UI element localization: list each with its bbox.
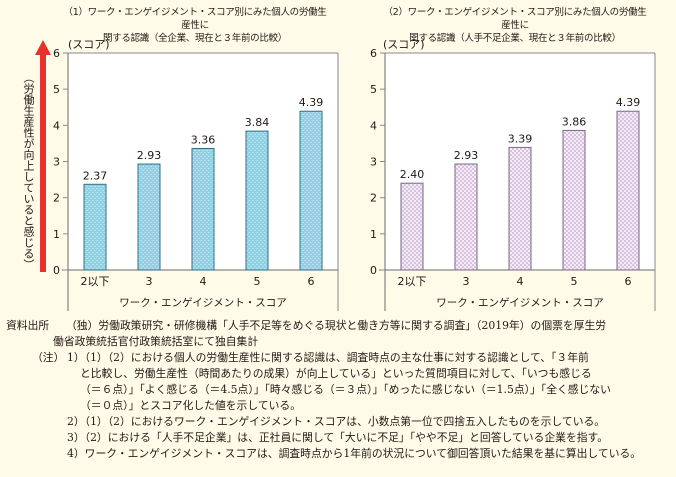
y-tick-label: 1	[53, 228, 60, 241]
x-tick-label: 2以下	[398, 275, 427, 288]
chart-2-title-line-1: （2）ワーク・エンゲイジメント・スコア別にみた個人の労働生産性に	[383, 7, 647, 31]
bar-6	[299, 110, 323, 271]
y-tick-label: 0	[53, 264, 60, 277]
x-tick-label: 6	[625, 275, 632, 288]
x-axis-title: ワーク・エンゲイジメント・スコア	[436, 297, 604, 309]
bar-5	[562, 129, 586, 271]
up-arrow-icon	[35, 40, 51, 272]
x-tick-label: 4	[517, 275, 524, 288]
chart-2: 0 1 2 3 4 5 6 2.40 2以下 2.93 3 3.39 4 3.86 5 4.39 6 ワーク・エン…	[370, 47, 656, 311]
bar-3	[137, 163, 161, 271]
data-label: 2.40	[400, 168, 425, 181]
chart-1-title: （1）ワーク・エンゲイジメント・スコア別にみた個人の労働生産性に 関する認識（全…	[60, 6, 330, 45]
chart-1-title-line-1: （1）ワーク・エンゲイジメント・スコア別にみた個人の労働生産性に	[63, 7, 327, 31]
y-tick-label: 2	[370, 192, 377, 205]
note-line-3: （＝６点）」「よく感じる（＝4.5点）」「時々感じる（＝３点）」「めったに感じな…	[80, 383, 611, 396]
chart-1: 0 1 2 3 4 5 6 2.37 2以下 2.93 3 3.36 4 3.84 5 4.39 6 ワーク・エン…	[53, 47, 339, 311]
chart-2-y-unit: (スコア)	[383, 38, 425, 51]
chart-1-title-line-2: 関する認識（全企業、現在と３年前の比較）	[102, 33, 287, 44]
data-label: 2.93	[137, 149, 162, 162]
x-tick-label: 5	[571, 275, 578, 288]
charts-svg: 0 1 2 3 4 5 6 2.37 2以下 2.93 3 3.36 4 3.84 5 4.39 6 ワーク・エン…	[35, 40, 656, 311]
data-label: 3.86	[562, 115, 587, 128]
source-line-1: （独）労働政策研究・研修機構「人手不足等をめぐる現状と働き方等に関する調査」（2…	[66, 319, 607, 332]
note-label: （注）	[32, 351, 65, 364]
y-tick-label: 3	[53, 156, 60, 169]
x-tick-label: 4	[200, 275, 207, 288]
data-label: 2.93	[454, 149, 479, 162]
y-tick-label: 5	[370, 83, 377, 96]
note-line-5: 2）（1）（2）におけるワーク・エンゲイジメント・スコアは、小数点第一位で四捨五…	[67, 415, 606, 428]
bar-6	[616, 110, 640, 271]
source-line-2: 働省政策統括官付政策統括室にて独自集計	[53, 335, 259, 348]
x-tick-label: 3	[463, 275, 470, 288]
bar-4	[508, 146, 532, 271]
chart-2-title-line-2: 関する認識（人手不足企業、現在と３年前の比較）	[409, 33, 621, 44]
x-tick-label: 6	[308, 275, 315, 288]
y-tick-label: 5	[53, 83, 60, 96]
y-tick-label: 6	[53, 47, 60, 60]
x-axis-title: ワーク・エンゲイジメント・スコア	[119, 297, 287, 309]
data-label: 4.39	[616, 96, 641, 109]
data-label: 3.39	[508, 132, 533, 145]
x-tick-label: 3	[146, 275, 153, 288]
y-tick-label: 0	[370, 264, 377, 277]
x-tick-label: 5	[254, 275, 261, 288]
bar-2以下	[83, 183, 107, 271]
data-label: 4.39	[299, 96, 324, 109]
source-label: 資料出所	[6, 319, 50, 332]
note-line-6: 3）（2）における「人手不足企業」は、正社員に関して「大いに不足」「やや不足」と…	[67, 431, 609, 444]
note-line-1: 1）（1）（2）における個人の労働生産性に関する認識は、調査時点の主な仕事に対す…	[67, 351, 589, 364]
bar-2以下	[400, 182, 424, 271]
note-line-4: （＝０点）」とスコア化した値を示している。	[80, 399, 302, 412]
y-tick-label: 4	[370, 119, 377, 132]
arrow-head	[35, 40, 51, 55]
y-tick-label: 4	[53, 119, 60, 132]
y-tick-label: 1	[370, 228, 377, 241]
data-label: 3.36	[191, 133, 216, 146]
chart-2-title: （2）ワーク・エンゲイジメント・スコア別にみた個人の労働生産性に 関する認識（人…	[380, 6, 650, 45]
note-line-7: 4）ワーク・エンゲイジメント・スコアは、調査時点から1年前の状況について御回答頂…	[67, 447, 642, 460]
y-tick-label: 6	[370, 47, 377, 60]
y-axis-side-label: （労働生産性が向上していると感じる）	[22, 72, 35, 270]
x-tick-label: 2以下	[81, 275, 110, 288]
bar-4	[191, 147, 215, 271]
note-line-2: と比較し、労働生産性（時間あたりの成果）が向上している」といった質問項目に対して…	[80, 367, 592, 380]
data-label: 2.37	[83, 169, 108, 182]
bar-3	[454, 163, 478, 271]
chart-1-y-unit: (スコア)	[68, 38, 110, 51]
y-tick-label: 3	[370, 156, 377, 169]
bar-5	[245, 130, 269, 271]
arrow-shaft	[40, 52, 46, 272]
y-tick-label: 2	[53, 192, 60, 205]
data-label: 3.84	[245, 116, 270, 129]
